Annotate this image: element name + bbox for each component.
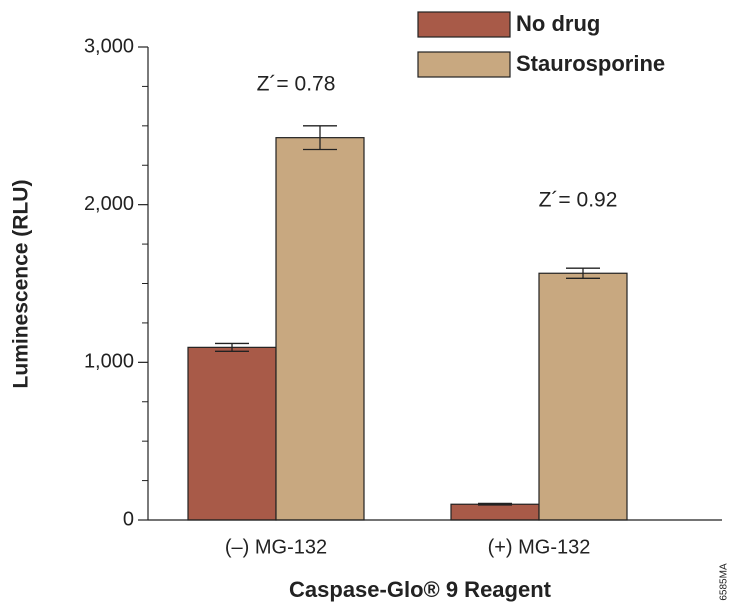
legend-swatch — [417, 51, 511, 78]
error-bar — [303, 125, 337, 151]
y-tick-label: 0 — [123, 508, 134, 530]
x-tick-label: (–) MG-132 — [225, 536, 327, 558]
y-tick-label: 1,000 — [84, 351, 134, 373]
bar — [450, 503, 540, 521]
legend-label: No drug — [516, 11, 600, 36]
y-tick-label: 2,000 — [84, 193, 134, 215]
y-axis-title: Luminescence (RLU) — [10, 180, 33, 389]
bar — [187, 346, 277, 521]
legend-label: Staurosporine — [516, 51, 665, 76]
figure-id: 6585MA — [719, 563, 730, 601]
annotation: Z´= 0.78 — [257, 73, 336, 96]
error-bar — [566, 267, 600, 279]
x-tick-label: (+) MG-132 — [488, 536, 591, 558]
annotation: Z´= 0.92 — [539, 189, 618, 212]
y-tick-label: 3,000 — [84, 35, 134, 57]
error-bar — [478, 502, 512, 506]
bar — [538, 272, 628, 521]
bar — [275, 137, 365, 521]
error-bar — [215, 342, 249, 352]
legend-swatch — [417, 11, 511, 38]
x-axis-title: Caspase-Glo® 9 Reagent — [289, 577, 552, 602]
